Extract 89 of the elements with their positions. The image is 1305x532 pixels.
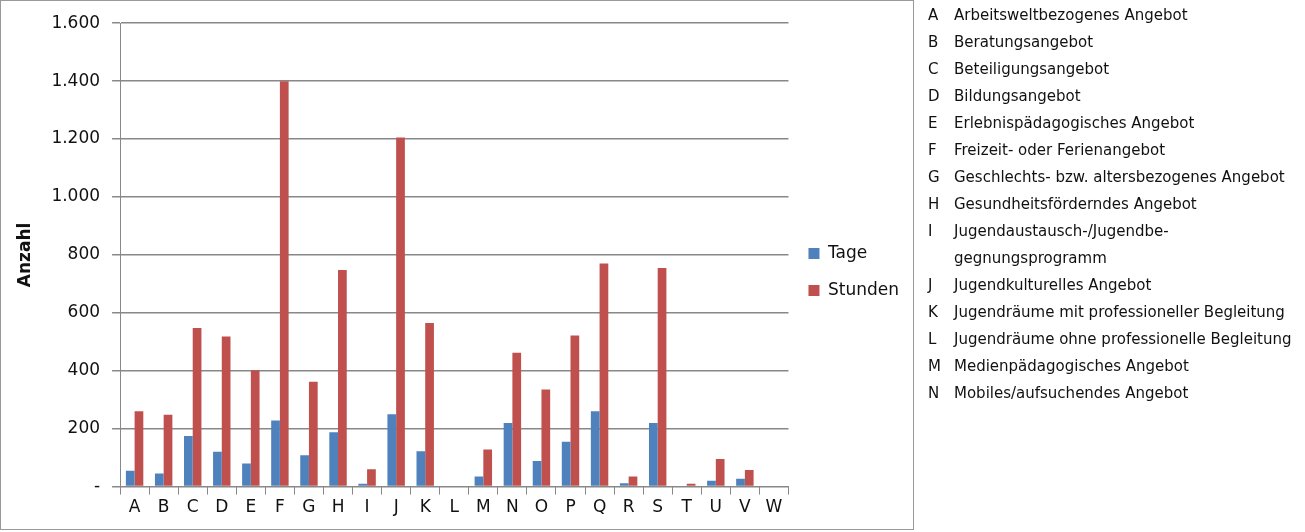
- bar: [657, 267, 667, 486]
- legend-label: Stunden: [827, 278, 899, 299]
- bar: [192, 327, 202, 486]
- x-tick-label: V: [739, 496, 752, 517]
- x-tick-label: S: [652, 496, 664, 517]
- text: I Jugendaustausch-/Jugendbe- gegnungsprogramm: [928, 222, 1169, 267]
- bar: [648, 422, 658, 486]
- x-tick-label: A: [128, 496, 141, 517]
- text: A Arbeitsweltbezogenes Angebot: [928, 5, 1189, 26]
- bar: [503, 422, 513, 486]
- text: E Erlebnispädagogisches Angebot: [928, 113, 1196, 134]
- y-axis-title: Anzahl: [13, 222, 34, 288]
- x-tick-label: C: [186, 496, 199, 517]
- bar: [279, 81, 289, 486]
- bar: [221, 336, 231, 486]
- x-tick-label: B: [157, 496, 170, 517]
- bar: [736, 478, 745, 486]
- text: F Freizeit- oder Ferienangebot: [928, 140, 1167, 161]
- x-tick-label: R: [622, 496, 635, 517]
- text: C Beteiligungsangebot: [928, 59, 1111, 80]
- text: M Medienpädagogisches Angebot: [928, 356, 1190, 377]
- bar: [125, 470, 135, 486]
- text: J Jugendkulturelles Angebot: [928, 276, 1152, 294]
- text: G Geschlechts- bzw. altersbezogenes Angebot: [928, 167, 1286, 188]
- x-tick-label: E: [245, 496, 257, 517]
- text: K Jugendräume mit professioneller Begleitung: [928, 302, 1286, 323]
- bar: [590, 411, 600, 486]
- bar: [329, 432, 339, 486]
- bar: [570, 335, 580, 486]
- text: B Beratungsangebot: [928, 32, 1095, 53]
- y-tick-label: 1.000: [51, 185, 101, 206]
- bar: [242, 463, 251, 486]
- bar: [367, 469, 376, 486]
- x-tick-label: N: [506, 496, 519, 517]
- x-tick-label: Q: [592, 496, 607, 517]
- y-tick-label: 200: [67, 417, 101, 438]
- bar: [512, 352, 522, 486]
- x-tick-label: M: [475, 496, 491, 517]
- bar: [416, 451, 426, 486]
- bar: [154, 473, 164, 486]
- bar: [561, 441, 571, 486]
- x-tick-label: F: [275, 496, 285, 517]
- bar: [213, 451, 222, 486]
- text: H Gesundheitsförderndes Angebot: [928, 194, 1198, 215]
- bar: [271, 420, 280, 486]
- y-tick-label: 1.400: [51, 69, 101, 90]
- bar: [744, 470, 754, 486]
- bar: [599, 263, 609, 486]
- x-tick-label: H: [331, 496, 345, 517]
- y-tick-label: -: [93, 475, 101, 496]
- x-tick-label: W: [765, 496, 783, 517]
- bar: [425, 322, 434, 486]
- bar: [541, 389, 551, 486]
- bar: [483, 449, 493, 486]
- bar: [308, 381, 318, 486]
- bar: [532, 461, 542, 486]
- text: L Jugendräume ohne professionelle Begleitung: [928, 329, 1293, 350]
- legend-label: Tage: [826, 241, 868, 262]
- y-tick-label: 600: [67, 301, 101, 322]
- x-tick-label: I: [364, 496, 370, 517]
- bar: [134, 411, 144, 486]
- bar: [250, 370, 260, 486]
- bar: [163, 414, 173, 486]
- text: N Mobiles/aufsuchendes Angebot: [928, 383, 1190, 404]
- bar: [184, 435, 193, 486]
- bar: [338, 269, 347, 486]
- bar: [300, 455, 309, 486]
- y-tick-label: 400: [67, 359, 101, 380]
- bar: [619, 483, 629, 486]
- x-tick-label: G: [302, 496, 316, 517]
- bar: [628, 476, 638, 486]
- x-tick-label: K: [419, 496, 432, 517]
- bar: [396, 137, 405, 486]
- y-tick-label: 1.200: [51, 127, 101, 148]
- x-tick-label: U: [709, 496, 723, 517]
- x-tick-label: L: [449, 496, 460, 517]
- text: D Bildungsangebot: [928, 86, 1082, 107]
- x-tick-label: T: [680, 496, 693, 517]
- bar: [387, 414, 397, 486]
- x-tick-label: J: [392, 496, 399, 517]
- bar: [715, 459, 725, 486]
- bar: [358, 483, 368, 486]
- y-tick-label: 1.600: [51, 11, 101, 32]
- bar: [474, 476, 484, 486]
- x-tick-label: P: [565, 496, 576, 517]
- y-tick-label: 800: [67, 243, 101, 264]
- x-tick-label: D: [215, 496, 229, 517]
- bar: [707, 480, 716, 486]
- x-tick-label: O: [534, 496, 549, 517]
